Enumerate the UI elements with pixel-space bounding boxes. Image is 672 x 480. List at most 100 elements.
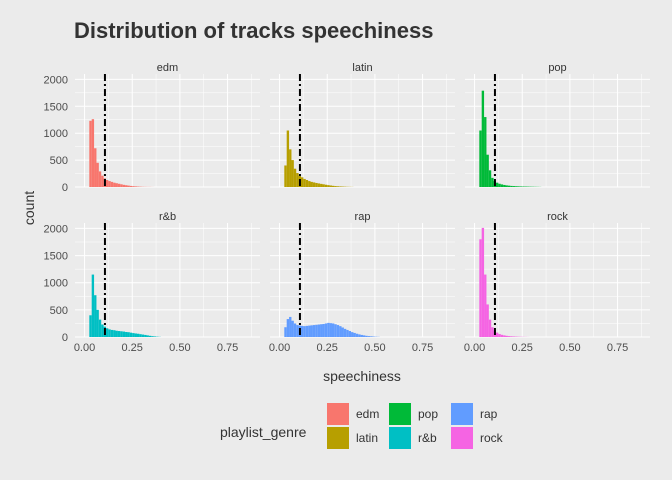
y-tick-label: 1000 (44, 128, 68, 140)
bar-edm (105, 180, 109, 187)
bar-rap (312, 325, 316, 337)
bar-r-and-b (94, 295, 97, 337)
bar-r-and-b (129, 332, 133, 337)
facet-label-latin: latin (352, 62, 372, 74)
panel-rap: rap 0.00 0.25 0.50 0.75 (269, 211, 455, 354)
bar-latin (317, 183, 321, 187)
legend-key-latin (327, 427, 349, 449)
facet-label-rap: rap (355, 211, 371, 223)
bar-rap (291, 320, 294, 337)
bar-pop (488, 170, 492, 187)
facet-label-r-and-b: r&b (159, 211, 176, 223)
bar-latin (327, 185, 330, 187)
bar-latin (303, 178, 306, 187)
x-axis-label: speechiness (323, 368, 401, 384)
bar-rap (286, 319, 290, 337)
bar-edm (117, 183, 121, 187)
bar-rock (495, 332, 499, 337)
panel-rock: rock 0.00 0.25 0.50 0.75 (464, 211, 650, 354)
bar-rap (334, 324, 337, 337)
facet-label-pop: pop (548, 62, 566, 74)
bar-pop (491, 177, 494, 187)
legend-key-rock (451, 427, 473, 449)
bar-pop (498, 183, 501, 187)
bar-rock (484, 274, 487, 337)
bar-latin (329, 185, 332, 187)
bar-r-and-b (146, 335, 149, 337)
legend: playlist_genre edm latin pop r&b rap rock (220, 403, 504, 449)
bar-edm (115, 183, 118, 187)
x-tick-label: 0.50 (559, 342, 580, 354)
bar-rock (481, 227, 485, 337)
bar-r-and-b (113, 330, 116, 337)
panel-edm: edm 0 500 1000 1500 2000 (44, 62, 260, 194)
bar-latin (331, 185, 335, 187)
bar-latin (339, 186, 342, 187)
bar-rap (348, 331, 352, 337)
bar-rap (296, 325, 299, 337)
x-tick-label: 0.50 (364, 342, 385, 354)
facet-panels: edm 0 500 1000 1500 2000 latin pop r&b 0 500 1000 15… (44, 62, 650, 354)
bar-edm (101, 175, 104, 187)
bar-rap (305, 325, 309, 337)
bar-rap (370, 336, 373, 337)
bar-rap (343, 328, 347, 337)
bar-latin (284, 165, 287, 187)
bar-edm (110, 181, 114, 187)
bar-pop (512, 186, 516, 187)
bar-pop (481, 90, 485, 187)
bar-latin (324, 184, 328, 187)
legend-key-rap (451, 403, 473, 425)
legend-label-pop: pop (418, 407, 438, 421)
bar-rap (341, 327, 344, 337)
bar-rock (505, 335, 508, 337)
facet-label-edm: edm (157, 62, 178, 74)
bar-r-and-b (98, 319, 102, 337)
bar-latin (293, 168, 297, 187)
bar-rap (293, 323, 297, 337)
bar-latin (334, 186, 337, 187)
bar-rap (317, 324, 321, 337)
bar-latin (291, 160, 294, 187)
panel-r-and-b: r&b 0 500 1000 1500 2000 0.00 0.25 0.50 0.75 (44, 211, 260, 354)
bar-r-and-b (141, 334, 145, 337)
bar-rap (367, 336, 371, 337)
bar-r-and-b (148, 335, 152, 337)
bar-pop (507, 185, 511, 187)
bar-pop (484, 117, 487, 187)
bar-rock (500, 334, 504, 337)
facet-label-rock: rock (547, 211, 568, 223)
bar-edm (98, 171, 102, 187)
bar-r-and-b (108, 329, 111, 337)
bar-edm (129, 185, 133, 187)
bar-edm (89, 120, 92, 187)
x-tick-label: 0.25 (512, 342, 533, 354)
bar-pop (479, 130, 482, 187)
bar-edm (113, 182, 116, 187)
bar-r-and-b (139, 334, 142, 337)
bar-rap (289, 316, 292, 337)
panel-latin: latin (270, 62, 455, 188)
x-tick-label: 0.00 (464, 342, 485, 354)
bar-rap (362, 335, 366, 337)
bar-latin (305, 180, 309, 187)
bar-r-and-b (105, 328, 109, 337)
bar-rock (486, 304, 489, 337)
bar-r-and-b (132, 333, 135, 337)
bar-edm (132, 186, 135, 187)
bar-rap (284, 327, 287, 337)
bar-rap (353, 332, 356, 337)
legend-label-edm: edm (356, 407, 379, 421)
bar-latin (322, 184, 325, 187)
bar-rap (351, 332, 354, 337)
bar-r-and-b (115, 330, 118, 337)
bar-r-and-b (117, 331, 121, 337)
bar-rap (310, 325, 313, 337)
bar-edm (120, 184, 123, 187)
bar-rap (329, 323, 332, 337)
bar-rap (336, 325, 340, 337)
bar-latin (286, 130, 290, 187)
bar-r-and-b (120, 331, 123, 337)
bar-latin (312, 182, 316, 187)
